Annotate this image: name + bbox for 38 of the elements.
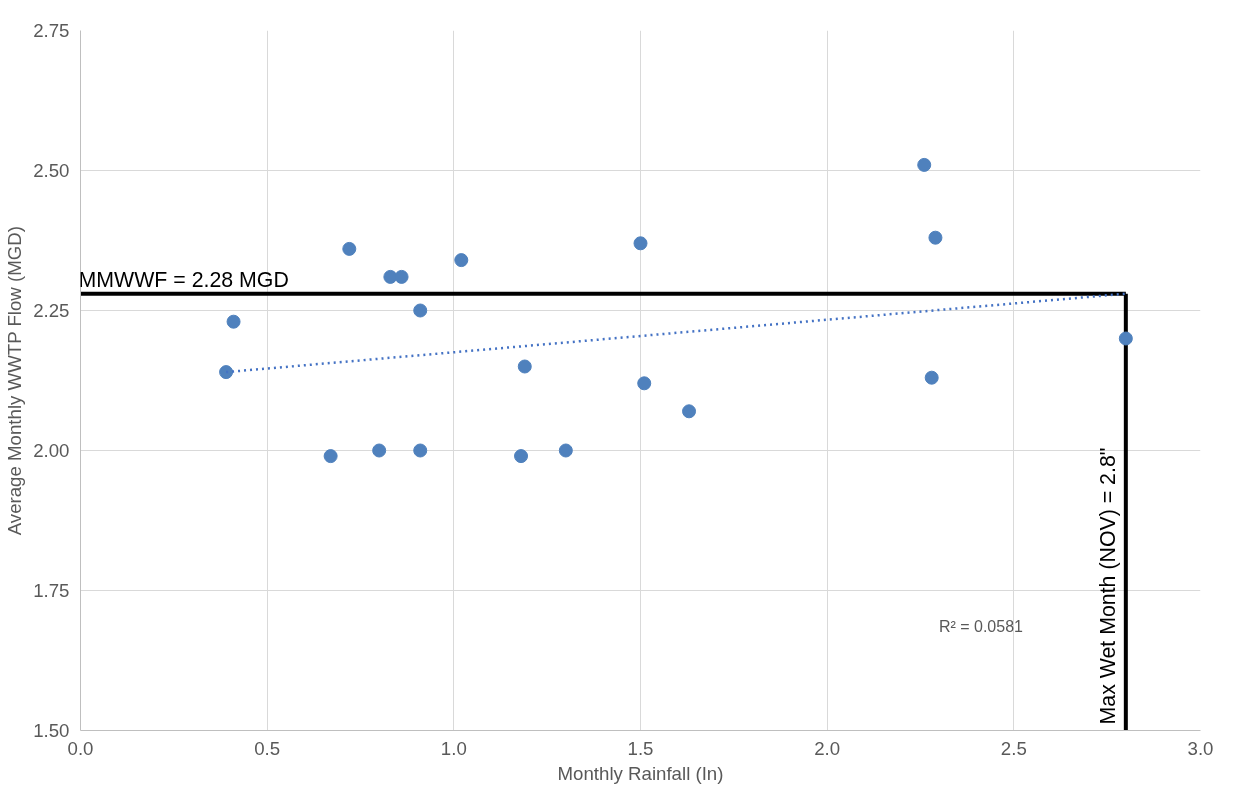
x-tick-label: 0.5 [254,737,281,759]
point [917,157,932,172]
y-tick-label: 2.25 [33,300,70,321]
x-tick-label: 0.0 [67,737,94,759]
point [394,269,409,284]
y-tick-label: 2.50 [33,160,70,181]
point [514,449,529,464]
point [637,376,652,391]
point [383,269,398,284]
point [413,443,428,458]
annotation: R² = 0.0581 [938,618,1024,635]
point [226,314,241,329]
y-tick-label: 2.00 [33,440,70,461]
point [219,365,234,380]
x-tick-label: 2.5 [1000,737,1027,759]
y-tick-label: 2.75 [33,20,70,41]
ref-line-label: MMWWF = 2.28 MGD [78,267,289,292]
ref-line-label: Max Wet Month (NOV) = 2.8" [1095,447,1120,725]
point [682,404,697,419]
point [454,253,469,268]
point [924,370,939,385]
point [323,449,338,464]
point [372,443,387,458]
x-tick-label: 3.0 [1187,737,1214,759]
x-tick-label: 1.0 [440,737,467,759]
point [342,241,357,256]
y-tick-label: 1.75 [33,580,70,601]
point [928,230,943,245]
x-axis-title: Monthly Rainfall (In) [557,762,724,784]
x-tick-label: 1.5 [627,737,654,759]
y-tick-label: 1.50 [33,720,70,741]
x-tick-label: 2.0 [814,737,841,759]
point [633,236,648,251]
point [558,443,573,458]
point [1118,331,1133,346]
y-axis-title: Average Monthly WWTP Flow (MGD) [4,226,26,536]
point [413,303,428,318]
point [517,359,532,374]
